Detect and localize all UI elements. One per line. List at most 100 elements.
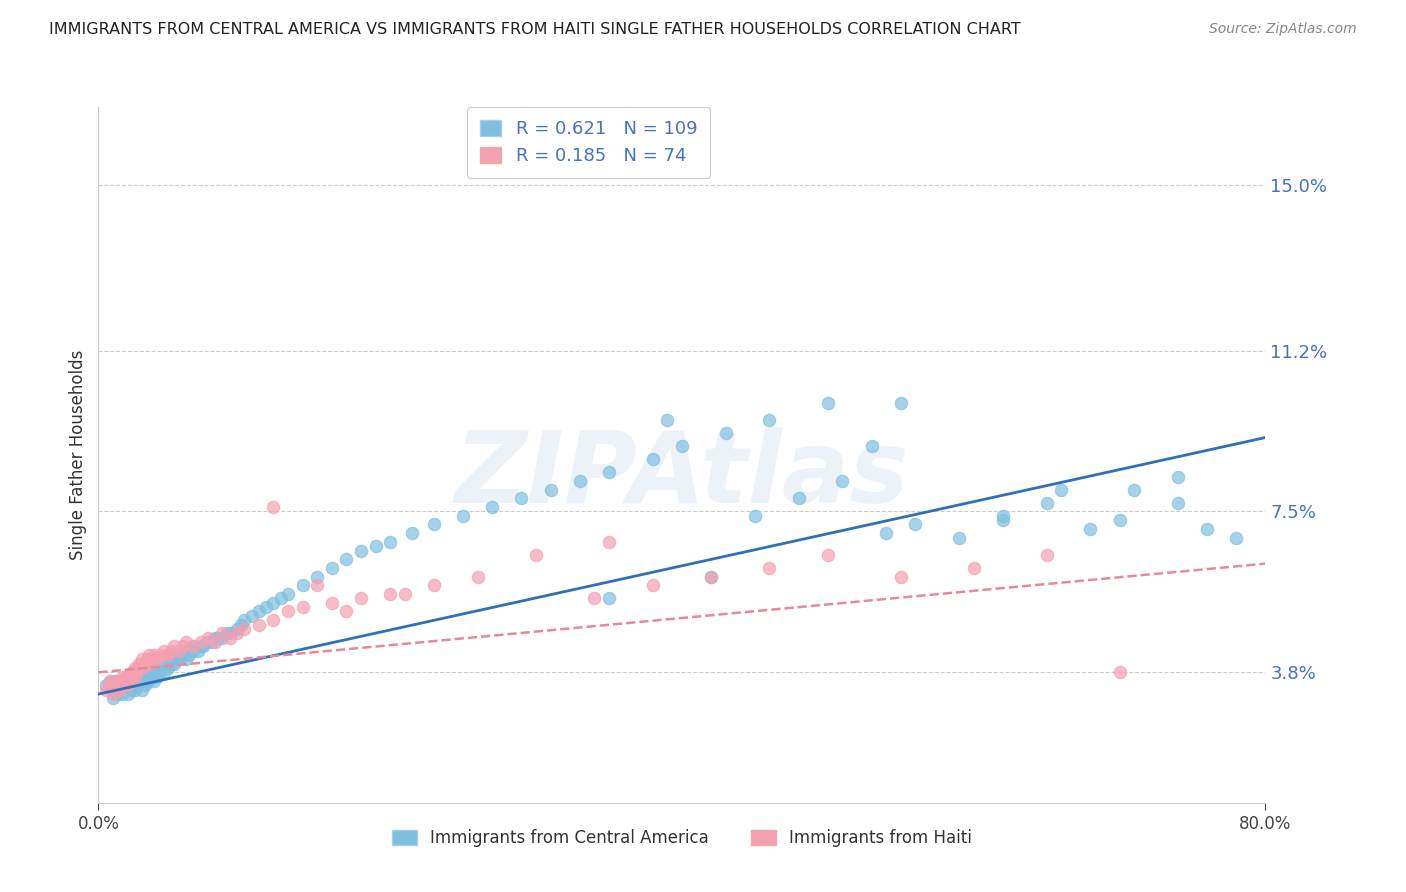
Point: [101, 678, 124, 692]
Point: [598, 465, 620, 479]
Point: [160, 652, 183, 666]
Point: [110, 682, 132, 697]
Point: [307, 578, 329, 592]
Point: [131, 674, 153, 689]
Point: [163, 639, 186, 653]
Point: [1195, 522, 1218, 536]
Point: [94, 682, 117, 697]
Point: [117, 687, 139, 701]
Point: [226, 626, 249, 640]
Point: [112, 670, 135, 684]
Point: [134, 657, 156, 671]
Point: [108, 674, 131, 689]
Point: [181, 639, 204, 653]
Text: IMMIGRANTS FROM CENTRAL AMERICA VS IMMIGRANTS FROM HAITI SINGLE FATHER HOUSEHOLD: IMMIGRANTS FROM CENTRAL AMERICA VS IMMIG…: [49, 22, 1021, 37]
Point: [700, 570, 723, 584]
Point: [139, 670, 162, 684]
Point: [138, 657, 160, 671]
Point: [104, 674, 127, 689]
Point: [1225, 531, 1247, 545]
Point: [817, 548, 839, 562]
Point: [190, 639, 212, 653]
Point: [787, 491, 810, 506]
Point: [124, 661, 146, 675]
Point: [401, 526, 423, 541]
Point: [423, 517, 446, 532]
Point: [138, 665, 160, 680]
Point: [160, 657, 183, 671]
Point: [131, 682, 153, 697]
Point: [394, 587, 416, 601]
Point: [831, 474, 853, 488]
Point: [262, 500, 284, 514]
Point: [187, 643, 209, 657]
Point: [875, 526, 897, 541]
Point: [172, 639, 194, 653]
Point: [700, 570, 723, 584]
Point: [120, 682, 142, 697]
Point: [991, 513, 1014, 527]
Point: [153, 643, 176, 657]
Text: ZIPAtlas: ZIPAtlas: [454, 427, 910, 524]
Y-axis label: Single Father Households: Single Father Households: [69, 350, 87, 560]
Point: [364, 539, 387, 553]
Point: [172, 648, 194, 662]
Point: [177, 648, 200, 662]
Point: [149, 648, 172, 662]
Point: [125, 678, 148, 692]
Point: [120, 670, 142, 684]
Point: [240, 608, 263, 623]
Point: [121, 665, 143, 680]
Point: [98, 674, 121, 689]
Point: [141, 652, 163, 666]
Point: [583, 591, 606, 606]
Point: [160, 643, 183, 657]
Point: [167, 648, 190, 662]
Point: [641, 578, 664, 592]
Point: [141, 665, 163, 680]
Point: [890, 570, 912, 584]
Point: [115, 670, 138, 684]
Point: [97, 678, 120, 692]
Point: [1167, 496, 1189, 510]
Point: [193, 639, 215, 653]
Point: [270, 591, 292, 606]
Point: [423, 578, 446, 592]
Point: [262, 613, 284, 627]
Point: [110, 674, 132, 689]
Point: [291, 600, 314, 615]
Point: [127, 674, 149, 689]
Point: [105, 678, 128, 692]
Point: [714, 426, 737, 441]
Point: [111, 678, 134, 692]
Point: [114, 678, 136, 692]
Point: [948, 531, 970, 545]
Point: [1167, 469, 1189, 483]
Point: [231, 617, 253, 632]
Point: [167, 643, 190, 657]
Point: [117, 678, 139, 692]
Point: [104, 674, 127, 689]
Point: [94, 678, 117, 692]
Point: [134, 678, 156, 692]
Point: [124, 674, 146, 689]
Point: [201, 635, 224, 649]
Point: [117, 678, 139, 692]
Point: [120, 674, 142, 689]
Point: [1108, 513, 1130, 527]
Point: [190, 635, 212, 649]
Point: [101, 687, 124, 701]
Point: [181, 639, 204, 653]
Point: [117, 670, 139, 684]
Point: [131, 661, 153, 675]
Point: [860, 439, 883, 453]
Point: [540, 483, 562, 497]
Point: [105, 687, 128, 701]
Point: [247, 605, 270, 619]
Point: [114, 674, 136, 689]
Point: [744, 508, 766, 523]
Point: [1108, 665, 1130, 680]
Point: [125, 665, 148, 680]
Point: [291, 578, 314, 592]
Point: [307, 570, 329, 584]
